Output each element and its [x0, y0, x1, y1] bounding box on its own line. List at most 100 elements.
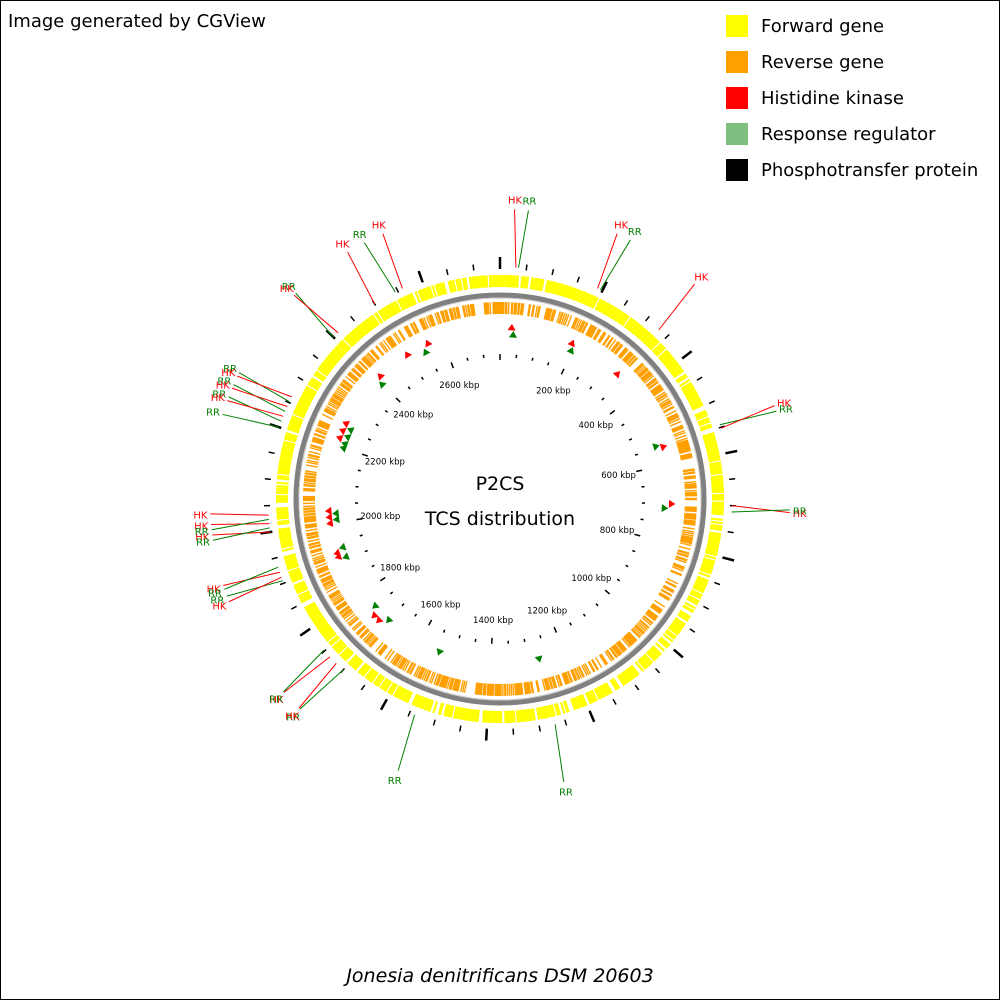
reverse-gene-mark — [329, 591, 341, 600]
reverse-gene-mark — [339, 606, 350, 615]
outer-tick — [525, 264, 528, 271]
reverse-gene-mark — [527, 304, 531, 317]
reverse-gene-mark — [310, 549, 323, 554]
reverse-gene-mark — [379, 645, 389, 656]
forward-gene-mark — [648, 338, 659, 349]
forward-gene-mark — [667, 626, 679, 636]
inner-tick — [595, 603, 599, 607]
reverse-gene-mark — [534, 305, 539, 318]
forward-gene-mark — [709, 531, 722, 536]
reverse-gene-mark — [639, 619, 650, 629]
rr-label: RR — [206, 408, 220, 419]
reverse-gene-mark — [324, 407, 337, 415]
reverse-gene-mark — [606, 649, 615, 660]
rr-label: RR — [388, 776, 402, 787]
legend-label-phosphotransfer-protein: Phosphotransfer protein — [761, 159, 979, 181]
forward-gene-mark — [644, 334, 655, 346]
forward-gene-mark — [710, 471, 723, 476]
rr-label: RR — [559, 788, 573, 799]
forward-gene-mark — [710, 520, 723, 525]
inner-tick — [604, 589, 611, 595]
forward-gene-mark — [691, 403, 704, 411]
reverse-gene-mark — [474, 682, 478, 695]
forward-gene-mark — [708, 458, 721, 463]
reverse-gene-mark — [546, 308, 551, 321]
reverse-gene-mark — [667, 416, 680, 423]
reverse-gene-mark — [389, 335, 398, 346]
reverse-gene-mark — [336, 387, 348, 396]
reverse-gene-mark — [446, 677, 452, 689]
reverse-gene-mark — [356, 626, 367, 636]
reverse-gene-mark — [677, 444, 690, 449]
hk-marker — [342, 421, 351, 429]
forward-gene-mark — [347, 333, 358, 344]
reverse-gene-mark — [489, 683, 492, 696]
reverse-gene-mark — [439, 675, 445, 688]
reverse-gene-mark — [530, 681, 535, 694]
outer-tick — [290, 605, 297, 610]
forward-gene-mark — [298, 592, 311, 600]
reverse-gene-mark — [444, 309, 450, 322]
reverse-gene-mark — [525, 682, 529, 695]
reverse-gene-mark — [605, 336, 614, 348]
reverse-gene-mark — [683, 521, 696, 525]
reverse-gene-mark — [485, 302, 488, 315]
forward-gene-mark — [415, 695, 422, 708]
forward-gene-mark — [317, 622, 329, 632]
inner-tick — [371, 564, 375, 568]
reverse-gene-mark — [369, 637, 379, 648]
forward-gene-mark — [708, 455, 721, 461]
forward-gene-mark — [303, 601, 316, 610]
reverse-gene-mark — [404, 326, 412, 338]
forward-gene-mark — [277, 519, 290, 524]
forward-gene-mark — [469, 709, 474, 722]
hk-label: HK — [280, 284, 295, 295]
reverse-gene-mark — [665, 410, 677, 417]
rr-label: RR — [286, 712, 300, 723]
reverse-gene-mark — [332, 393, 344, 402]
forward-gene-mark — [482, 710, 486, 723]
reverse-gene-mark — [348, 617, 359, 626]
forward-gene-mark — [483, 275, 487, 288]
reverse-gene-mark — [439, 310, 445, 323]
forward-gene-mark — [291, 414, 304, 422]
reverse-gene-mark — [660, 400, 672, 408]
forward-gene-mark — [317, 366, 329, 376]
rr-marker — [534, 655, 543, 663]
reverse-gene-mark — [449, 308, 454, 321]
reverse-gene-mark — [305, 464, 318, 468]
reverse-gene-mark — [541, 678, 546, 691]
reverse-gene-mark — [683, 521, 696, 524]
reverse-gene-mark — [684, 484, 697, 488]
reverse-gene-mark — [483, 683, 486, 696]
reverse-gene-mark — [312, 438, 324, 444]
reverse-gene-mark — [316, 566, 329, 572]
reverse-gene-mark — [636, 622, 647, 632]
reverse-gene-mark — [643, 614, 654, 624]
hk-marker — [324, 506, 332, 515]
reverse-gene-mark — [317, 422, 330, 429]
forward-gene-mark — [284, 556, 297, 562]
reverse-gene-mark — [384, 648, 393, 660]
outer-tick — [432, 719, 436, 726]
reverse-gene-mark — [342, 379, 353, 389]
forward-gene-mark — [577, 695, 584, 708]
inner-tick — [636, 469, 643, 473]
forward-gene-mark — [575, 696, 582, 709]
reverse-gene-mark — [637, 367, 648, 377]
reverse-gene-mark — [306, 461, 319, 466]
reverse-gene-mark — [520, 303, 524, 316]
forward-gene-mark — [278, 532, 292, 537]
reverse-gene-mark — [662, 585, 675, 593]
reverse-gene-mark — [678, 446, 691, 452]
reverse-gene-mark — [303, 479, 316, 482]
forward-gene-mark — [643, 653, 654, 664]
forward-gene-mark — [689, 592, 702, 600]
reverse-gene-mark — [358, 628, 369, 638]
forward-gene-mark — [357, 662, 367, 674]
forward-gene-mark — [632, 323, 642, 335]
inner-tick — [466, 357, 469, 361]
outer-tick — [600, 281, 608, 294]
forward-gene-mark — [612, 308, 621, 321]
reverse-gene-mark — [324, 408, 336, 416]
